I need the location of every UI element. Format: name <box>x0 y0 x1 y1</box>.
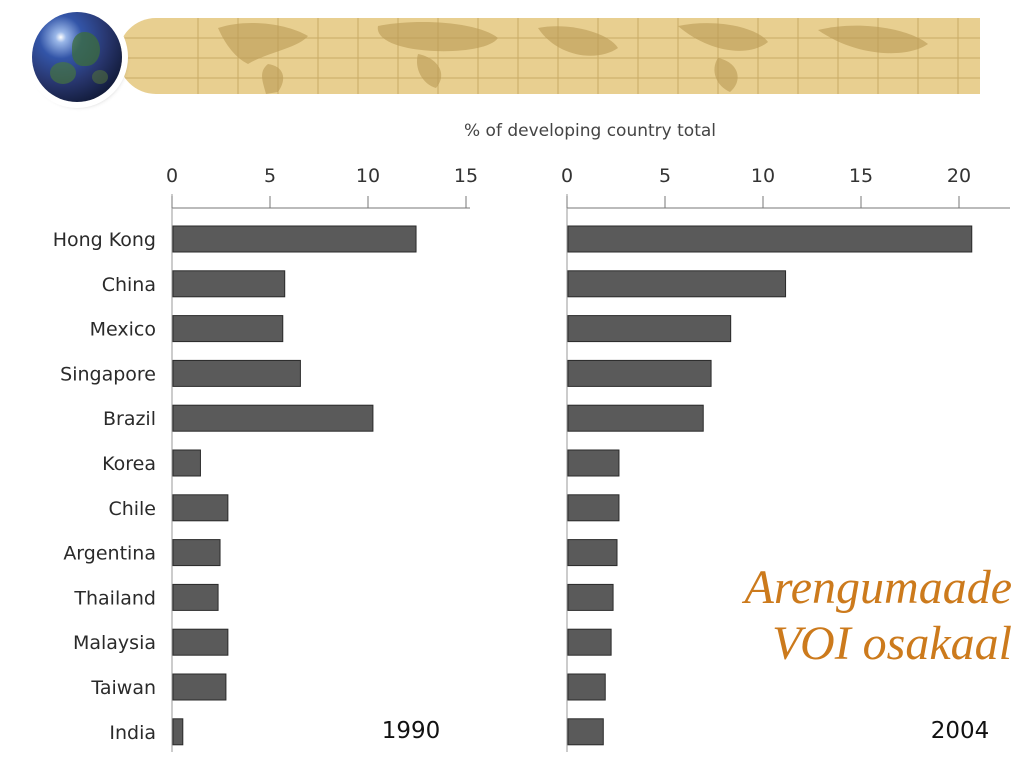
x-tick-label: 15 <box>454 165 478 187</box>
category-label: Malaysia <box>73 632 156 654</box>
overlay-line-2: VOI osakaal <box>772 617 1012 670</box>
bar-1990-hong-kong <box>172 225 417 253</box>
bar-1990-taiwan <box>172 673 227 701</box>
bar-1990-thailand <box>172 583 219 611</box>
category-label: China <box>102 274 156 296</box>
panel-1990: 0 5 10 15 <box>166 165 478 752</box>
x-tick-label: 5 <box>659 165 671 187</box>
bar-1990-brazil <box>172 404 374 432</box>
bar-2004-malaysia <box>567 628 612 656</box>
bar-1990-china <box>172 270 286 298</box>
category-label: Brazil <box>103 408 156 430</box>
overlay-line-1: Arengumaade <box>744 561 1013 614</box>
category-label: Thailand <box>73 587 156 609</box>
bar-2004-korea <box>567 449 620 477</box>
category-label: Hong Kong <box>53 229 156 251</box>
x-tick-label: 0 <box>561 165 573 187</box>
panel-label-1990: 1990 <box>382 718 441 744</box>
bar-1990-singapore <box>172 359 301 387</box>
bar-2004-thailand <box>567 583 614 611</box>
panel-2004: 0 5 10 15 20 <box>561 165 1010 752</box>
category-label: Taiwan <box>90 677 156 699</box>
x-tick-label: 15 <box>849 165 873 187</box>
world-map-grid <box>118 18 980 94</box>
category-label: Singapore <box>60 363 156 385</box>
bar-1990-india <box>172 718 184 746</box>
bar-1990-malaysia <box>172 628 229 656</box>
category-label: Argentina <box>63 543 156 565</box>
category-label: India <box>109 722 156 744</box>
bar-1990-argentina <box>172 539 221 567</box>
slide-title-overlay: Arengumaade VOI osakaal <box>600 560 1013 672</box>
bar-1990-mexico <box>172 315 284 343</box>
category-label: Korea <box>102 453 156 475</box>
x-axis-title: % of developing country total <box>464 121 716 141</box>
bar-2004-singapore <box>567 359 712 387</box>
bar-2004-chile <box>567 494 620 522</box>
category-label: Mexico <box>90 319 156 341</box>
bar-2004-taiwan <box>567 673 606 701</box>
bar-1990-korea <box>172 449 201 477</box>
bar-2004-india <box>567 718 604 746</box>
x-tick-label: 5 <box>264 165 276 187</box>
x-tick-label: 10 <box>751 165 775 187</box>
bar-1990-chile <box>172 494 229 522</box>
bar-2004-argentina <box>567 539 618 567</box>
x-tick-label: 10 <box>356 165 380 187</box>
category-labels: Hong Kong China Mexico Singapore Brazil Korea… <box>53 229 156 744</box>
globe-logo <box>32 12 122 102</box>
bar-2004-mexico <box>567 315 732 343</box>
bar-2004-china <box>567 270 787 298</box>
x-tick-label: 20 <box>947 165 971 187</box>
bar-2004-brazil <box>567 404 704 432</box>
category-label: Chile <box>108 498 156 520</box>
x-tick-label: 0 <box>166 165 178 187</box>
panel-label-2004: 2004 <box>931 718 990 744</box>
bar-2004-hong-kong <box>567 225 973 253</box>
map-banner <box>118 18 980 94</box>
